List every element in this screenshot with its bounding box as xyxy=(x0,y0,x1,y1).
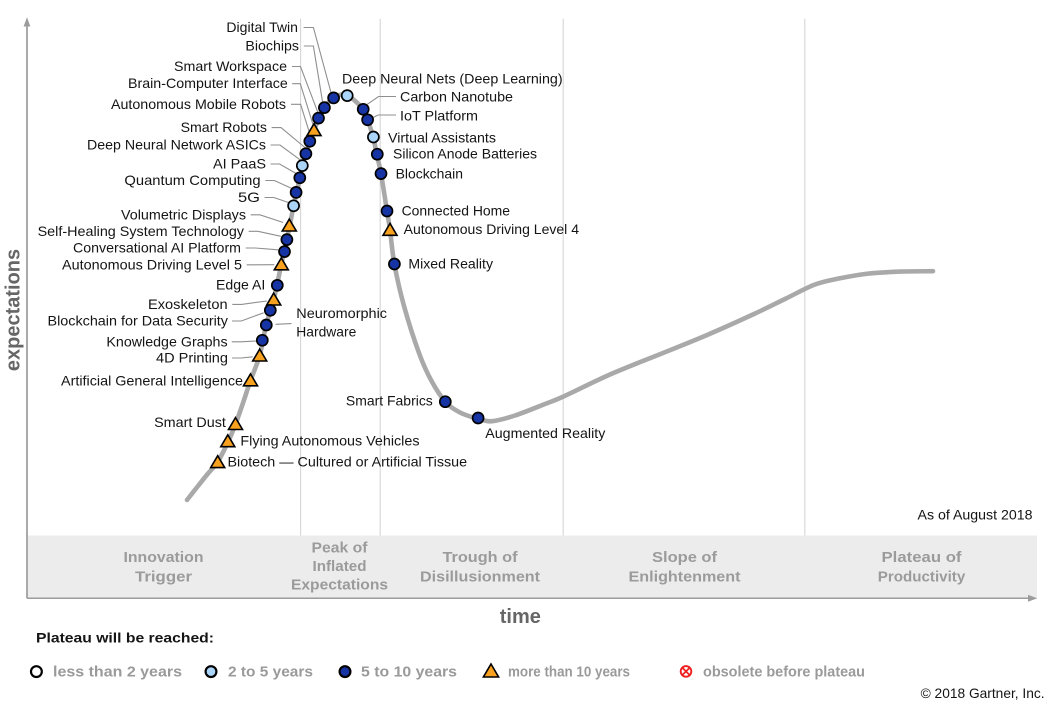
svg-text:less than 2 years: less than 2 years xyxy=(53,665,182,681)
svg-text:expectations: expectations xyxy=(2,249,24,371)
svg-text:Deep Neural Nets (Deep Learnin: Deep Neural Nets (Deep Learning) xyxy=(342,71,563,86)
svg-text:Brain-Computer Interface: Brain-Computer Interface xyxy=(128,76,288,91)
svg-text:5G: 5G xyxy=(238,190,260,205)
svg-text:Autonomous Driving Level 5: Autonomous Driving Level 5 xyxy=(62,257,242,272)
svg-text:Neuromorphic: Neuromorphic xyxy=(296,306,387,321)
svg-text:Blockchain: Blockchain xyxy=(396,166,463,181)
svg-text:Augmented Reality: Augmented Reality xyxy=(485,426,605,441)
svg-text:Innovation: Innovation xyxy=(124,550,204,566)
svg-text:Hardware: Hardware xyxy=(296,325,356,340)
svg-text:Flying Autonomous Vehicles: Flying Autonomous Vehicles xyxy=(240,433,419,448)
svg-text:Artificial General Intelligenc: Artificial General Intelligence xyxy=(61,374,243,389)
svg-text:Autonomous Mobile Robots: Autonomous Mobile Robots xyxy=(111,97,286,112)
svg-text:Mixed Reality: Mixed Reality xyxy=(408,256,493,271)
svg-text:Plateau will be reached:: Plateau will be reached: xyxy=(36,630,214,645)
svg-text:Conversational AI Platform: Conversational AI Platform xyxy=(73,241,241,256)
svg-text:Silicon Anode Batteries: Silicon Anode Batteries xyxy=(393,147,537,162)
svg-text:Plateau of: Plateau of xyxy=(882,550,962,566)
svg-text:Exoskeleton: Exoskeleton xyxy=(148,297,228,312)
svg-text:Trough of: Trough of xyxy=(443,550,518,566)
svg-text:time: time xyxy=(500,606,541,628)
svg-text:4D Printing: 4D Printing xyxy=(156,351,228,366)
svg-text:Biotech — Cultured or Artifici: Biotech — Cultured or Artificial Tissue xyxy=(228,455,468,470)
svg-text:Biochips: Biochips xyxy=(245,39,299,54)
svg-text:Deep Neural Network ASICs: Deep Neural Network ASICs xyxy=(87,138,266,153)
svg-text:Smart Fabrics: Smart Fabrics xyxy=(346,394,433,409)
svg-text:Blockchain for Data Security: Blockchain for Data Security xyxy=(48,314,229,329)
svg-text:Volumetric Displays: Volumetric Displays xyxy=(121,207,246,222)
svg-text:5 to 10 years: 5 to 10 years xyxy=(361,665,457,681)
svg-text:Carbon Nanotube: Carbon Nanotube xyxy=(400,90,513,105)
svg-text:Disillusionment: Disillusionment xyxy=(420,570,540,586)
svg-text:Smart Workspace: Smart Workspace xyxy=(174,59,287,74)
svg-text:Autonomous Driving Level 4: Autonomous Driving Level 4 xyxy=(404,222,580,237)
svg-text:Inflated: Inflated xyxy=(313,559,367,575)
svg-text:IoT Platform: IoT Platform xyxy=(400,109,478,124)
svg-text:more than 10 years: more than 10 years xyxy=(508,665,630,681)
svg-text:Self-Healing System Technology: Self-Healing System Technology xyxy=(38,224,245,239)
svg-text:Expectations: Expectations xyxy=(291,578,388,594)
svg-text:Connected Home: Connected Home xyxy=(402,204,510,219)
svg-text:AI PaaS: AI PaaS xyxy=(213,157,266,172)
svg-text:Virtual Assistants: Virtual Assistants xyxy=(388,131,496,146)
svg-text:As of August 2018: As of August 2018 xyxy=(918,508,1033,523)
svg-text:Trigger: Trigger xyxy=(135,570,192,586)
svg-text:Slope of: Slope of xyxy=(652,550,717,566)
svg-text:Digital Twin: Digital Twin xyxy=(226,20,298,35)
svg-text:Edge AI: Edge AI xyxy=(216,277,265,292)
svg-text:Peak of: Peak of xyxy=(312,541,368,557)
svg-text:Knowledge Graphs: Knowledge Graphs xyxy=(106,334,227,349)
svg-text:Smart Robots: Smart Robots xyxy=(181,120,268,135)
svg-text:Productivity: Productivity xyxy=(878,570,966,586)
svg-text:Enlightenment: Enlightenment xyxy=(629,570,741,586)
svg-text:Smart Dust: Smart Dust xyxy=(154,415,226,430)
svg-text:Quantum Computing: Quantum Computing xyxy=(124,173,260,188)
svg-text:obsolete before plateau: obsolete before plateau xyxy=(703,665,865,681)
svg-text:2 to 5 years: 2 to 5 years xyxy=(228,665,313,681)
svg-text:© 2018 Gartner, Inc.: © 2018 Gartner, Inc. xyxy=(921,686,1045,701)
